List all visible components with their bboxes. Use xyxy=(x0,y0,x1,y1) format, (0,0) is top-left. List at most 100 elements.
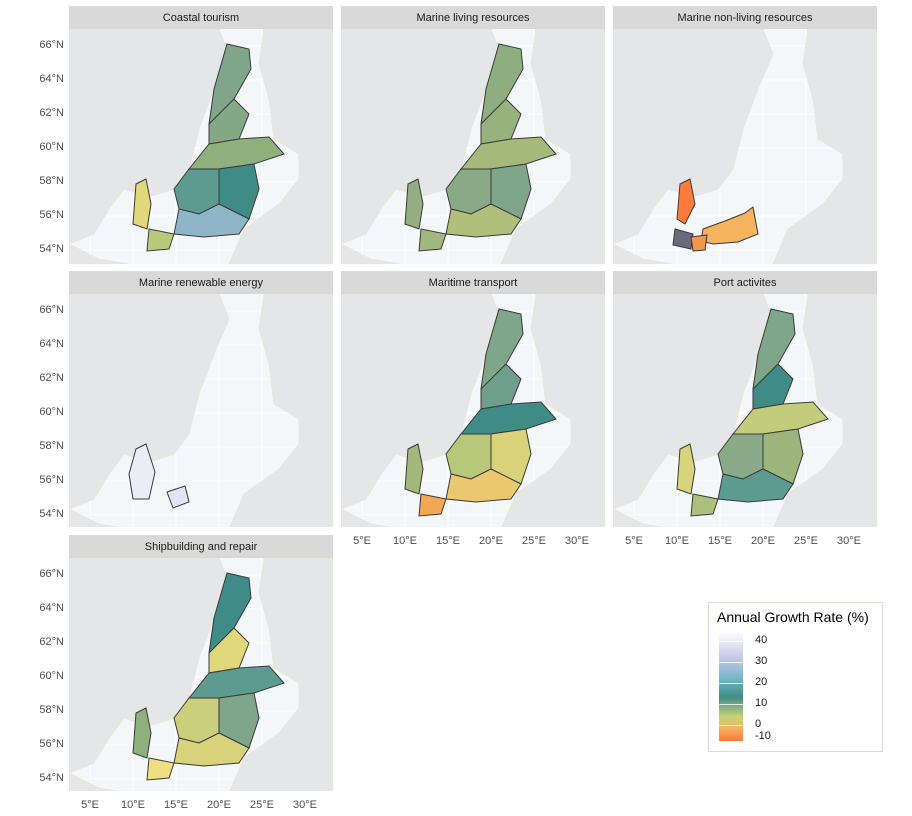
region xyxy=(132,178,152,230)
x-tick-label: 25°E xyxy=(522,535,546,547)
legend-tick xyxy=(719,641,743,642)
land-east xyxy=(229,294,333,527)
x-tick-label: 25°E xyxy=(250,799,274,811)
y-tick-label: 66°N xyxy=(39,39,64,51)
land-east xyxy=(773,294,877,527)
map-svg xyxy=(341,29,605,264)
legend-title: Annual Growth Rate (%) xyxy=(717,609,869,625)
region xyxy=(676,178,696,225)
region xyxy=(404,443,424,495)
map-svg xyxy=(69,29,333,264)
legend: Annual Growth Rate (%) 40 30 20 10 0 -10 xyxy=(708,602,883,752)
region xyxy=(218,163,260,220)
land-south xyxy=(69,772,120,791)
map-plot xyxy=(69,558,333,791)
x-tick-label: 25°E xyxy=(794,535,818,547)
panel-marine-renewable-energy: Marine renewable energy xyxy=(69,271,333,527)
x-tick-label: 5°E xyxy=(353,535,371,547)
region xyxy=(132,707,152,759)
y-tick-label: 66°N xyxy=(39,304,64,316)
region xyxy=(166,485,190,509)
region xyxy=(690,493,719,517)
panel-title: Maritime transport xyxy=(341,271,605,294)
region xyxy=(173,732,250,767)
land-east xyxy=(772,29,877,264)
y-tick-label: 60°N xyxy=(39,141,64,153)
x-tick-label: 20°E xyxy=(751,535,775,547)
map-svg xyxy=(69,294,333,527)
region xyxy=(418,228,447,252)
legend-tick xyxy=(719,683,743,684)
legend-tick xyxy=(719,704,743,705)
land-south xyxy=(69,508,120,527)
region xyxy=(672,228,694,250)
y-tick-label: 54°N xyxy=(39,508,64,520)
y-tick-label: 54°N xyxy=(39,243,64,255)
land-scandinavia xyxy=(613,29,774,245)
region xyxy=(208,627,250,674)
land-east xyxy=(500,29,605,264)
panel-title: Marine renewable energy xyxy=(69,271,333,294)
panel-shipbuilding-and-repair: Shipbuilding and repair xyxy=(69,535,333,791)
land-east xyxy=(501,294,605,527)
region xyxy=(146,757,175,781)
map-plot xyxy=(341,29,605,264)
y-tick-label: 60°N xyxy=(39,670,64,682)
region xyxy=(146,228,175,252)
panel-title: Port activites xyxy=(613,271,877,294)
region xyxy=(418,493,447,517)
legend-colorbar xyxy=(719,631,743,741)
y-tick-label: 58°N xyxy=(39,704,64,716)
map-plot xyxy=(613,294,877,527)
land-east xyxy=(228,29,333,264)
x-tick-label: 20°E xyxy=(207,799,231,811)
y-tick-label: 62°N xyxy=(39,372,64,384)
region xyxy=(128,443,156,500)
legend-label: 0 xyxy=(755,718,762,730)
x-tick-label: 10°E xyxy=(393,535,417,547)
x-tick-label: 5°E xyxy=(81,799,99,811)
y-tick-label: 64°N xyxy=(39,602,64,614)
x-tick-label: 10°E xyxy=(121,799,145,811)
panel-marine-living-resources: Marine living resources xyxy=(341,6,605,264)
x-tick-label: 15°E xyxy=(708,535,732,547)
map-plot xyxy=(341,294,605,527)
x-tick-label: 15°E xyxy=(436,535,460,547)
region xyxy=(480,363,522,410)
panel-port-activites: Port activites xyxy=(613,271,877,527)
y-tick-label: 58°N xyxy=(39,175,64,187)
map-svg xyxy=(613,294,877,527)
panel-maritime-transport: Maritime transport xyxy=(341,271,605,527)
map-plot xyxy=(613,29,877,264)
map-svg xyxy=(69,558,333,791)
x-tick-label: 10°E xyxy=(665,535,689,547)
map-plot xyxy=(69,29,333,264)
x-tick-label: 5°E xyxy=(625,535,643,547)
region xyxy=(490,428,532,485)
map-svg xyxy=(341,294,605,527)
panel-title: Shipbuilding and repair xyxy=(69,535,333,558)
panel-coastal-tourism: Coastal tourism xyxy=(69,6,333,264)
x-tick-label: 30°E xyxy=(293,799,317,811)
y-tick-label: 62°N xyxy=(39,107,64,119)
region xyxy=(404,178,424,230)
region xyxy=(490,163,532,220)
x-tick-label: 30°E xyxy=(565,535,589,547)
land-east xyxy=(229,558,333,791)
region xyxy=(717,468,794,503)
map-svg xyxy=(613,29,877,264)
region xyxy=(445,468,522,503)
region xyxy=(676,443,696,495)
y-tick-label: 66°N xyxy=(39,568,64,580)
legend-label: 10 xyxy=(755,697,768,709)
x-tick-label: 30°E xyxy=(837,535,861,547)
region xyxy=(208,98,250,145)
region xyxy=(445,203,522,238)
y-tick-label: 56°N xyxy=(39,474,64,486)
land-south xyxy=(69,243,130,264)
y-tick-label: 62°N xyxy=(39,636,64,648)
region xyxy=(480,98,522,145)
legend-tick xyxy=(719,725,743,726)
region xyxy=(690,234,708,252)
legend-tick xyxy=(719,662,743,663)
